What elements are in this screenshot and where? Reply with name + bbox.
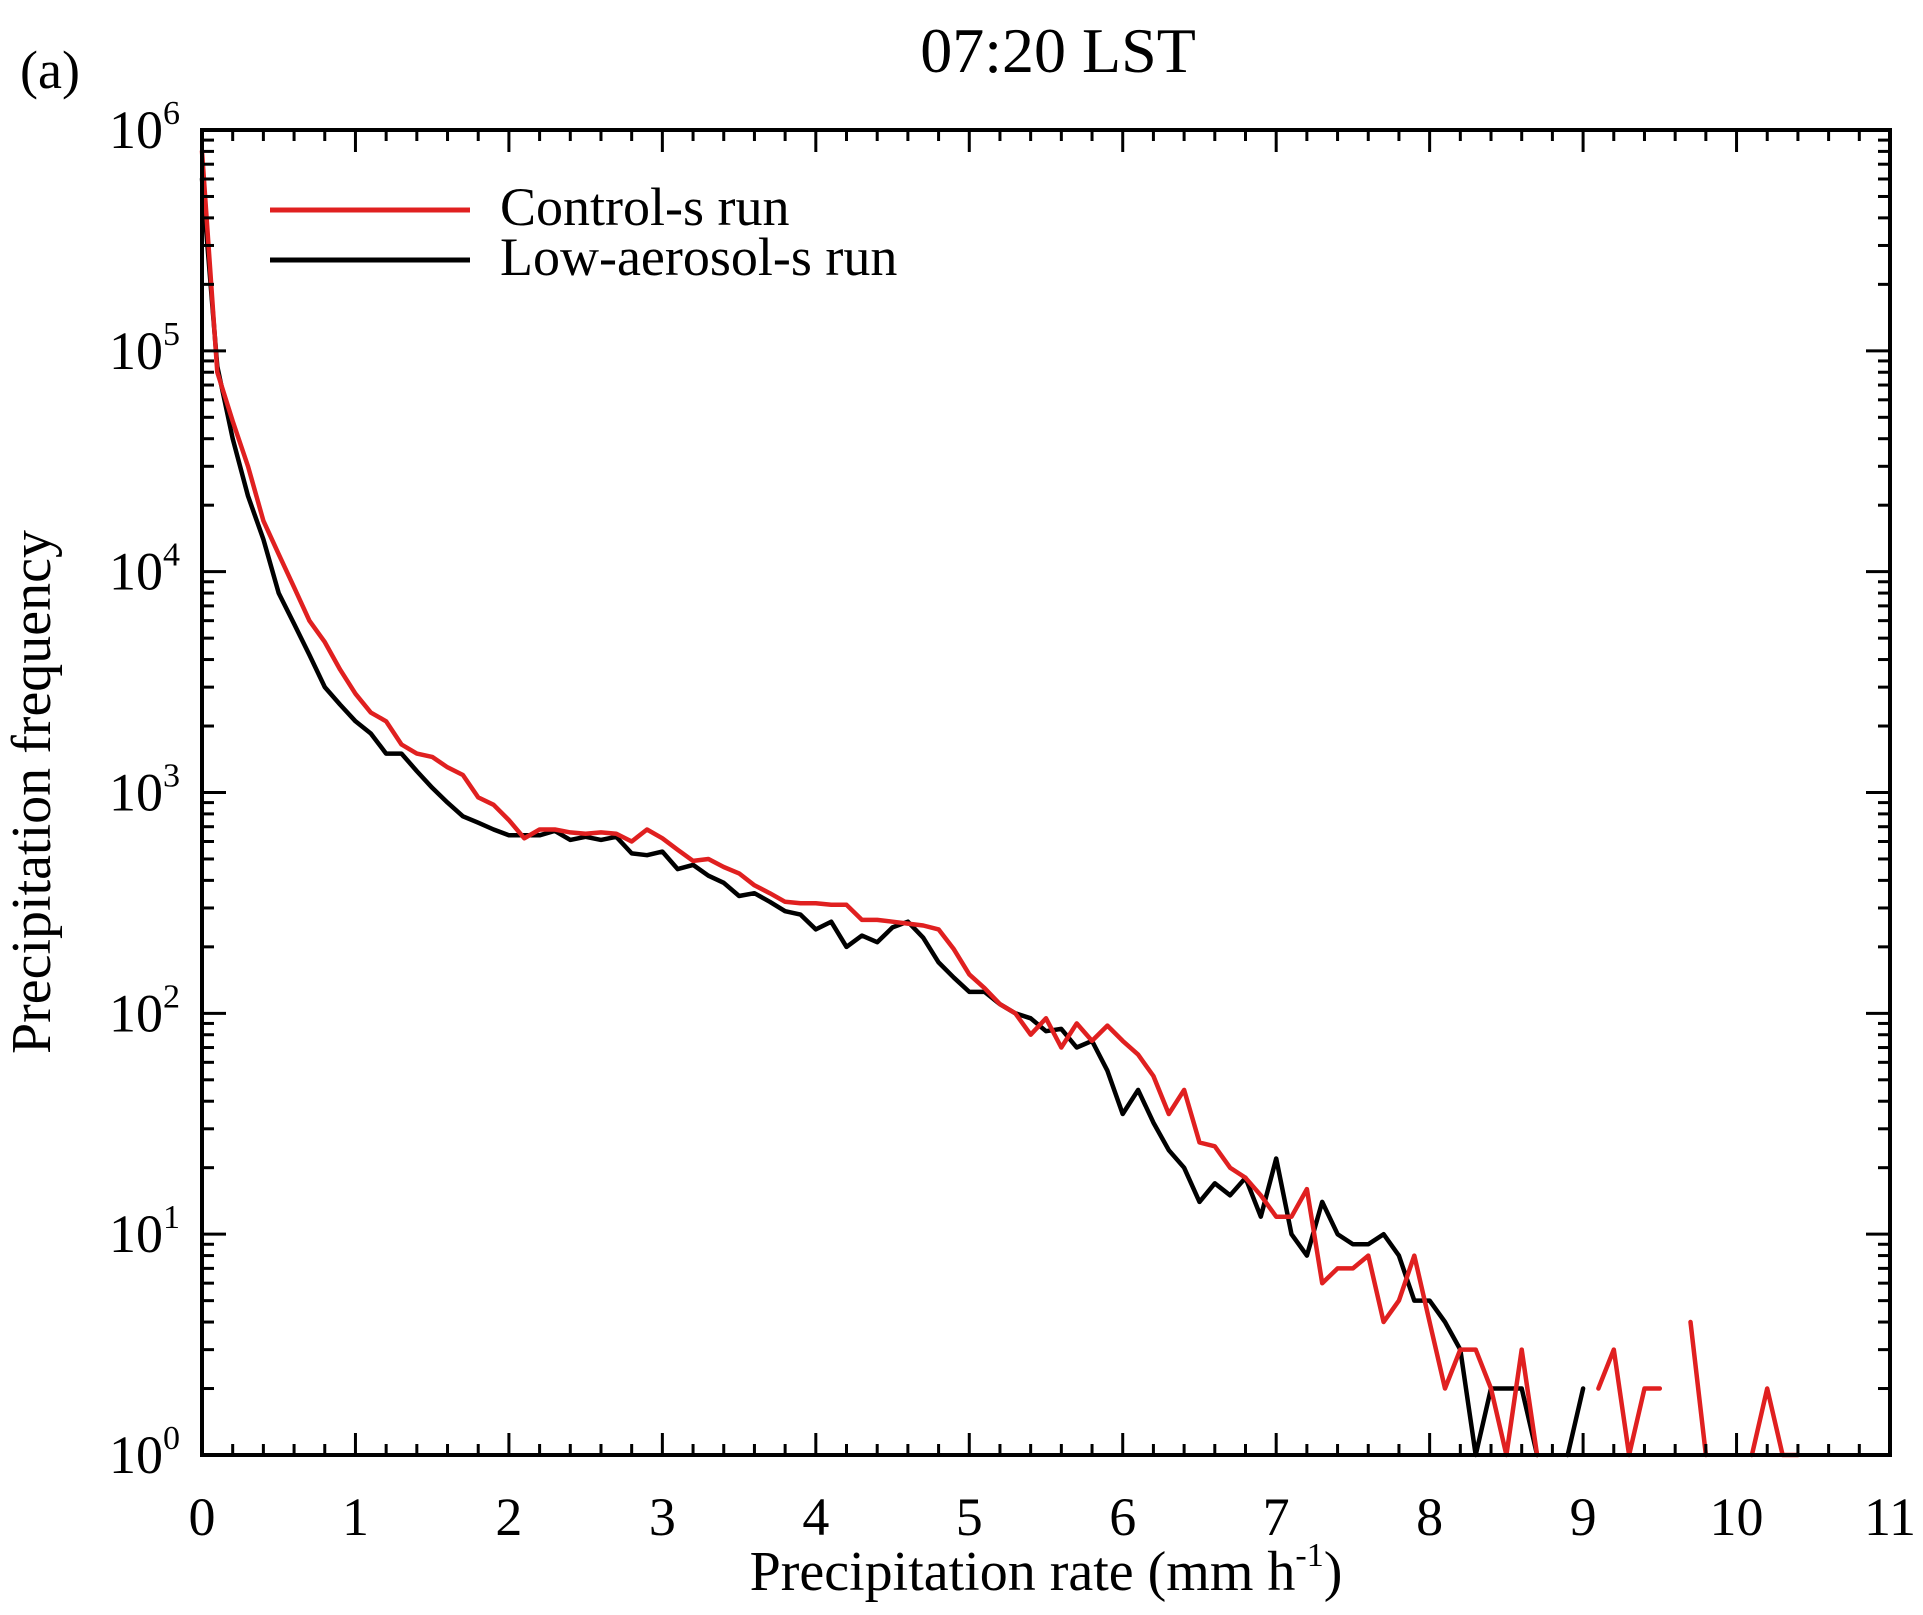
- x-tick-label: 4: [802, 1487, 829, 1547]
- panel-label: (a): [20, 40, 80, 100]
- legend-label-control: Control-s run: [500, 177, 790, 237]
- x-tick-label: 10: [1710, 1487, 1764, 1547]
- x-axis-label-tail: ): [1324, 1541, 1343, 1603]
- legend: Control-s run Low-aerosol-s run: [270, 177, 897, 287]
- x-tick-label: 7: [1263, 1487, 1290, 1547]
- x-tick-label: 9: [1570, 1487, 1597, 1547]
- y-tick-label: 106: [109, 95, 180, 160]
- x-tick-label: 5: [956, 1487, 983, 1547]
- tick-labels-layer: 0 1 2 3 4 5 6 7 8 9 10 11 100 101 102 103 104 105 106: [109, 95, 1916, 1547]
- x-axis-label-main: Precipitation rate (mm h: [750, 1541, 1296, 1603]
- y-tick-label: 103: [109, 758, 180, 823]
- y-tick-label: 105: [109, 316, 180, 381]
- y-tick-label: 104: [109, 537, 180, 602]
- ticks-layer: [200, 128, 1892, 1457]
- x-tick-label: 6: [1109, 1487, 1136, 1547]
- x-tick-label: 8: [1416, 1487, 1443, 1547]
- x-axis-label: Precipitation rate (mm h-1): [750, 1537, 1343, 1603]
- x-tick-label: 1: [342, 1487, 369, 1547]
- chart-title: 07:20 LST: [920, 15, 1196, 86]
- x-tick-label: 2: [495, 1487, 522, 1547]
- y-tick-label: 102: [109, 978, 180, 1043]
- x-tick-label: 3: [649, 1487, 676, 1547]
- y-tick-label: 101: [109, 1199, 180, 1264]
- x-axis-label-sup: -1: [1295, 1537, 1323, 1574]
- legend-label-low-aerosol: Low-aerosol-s run: [500, 227, 897, 287]
- plot-frame: [200, 128, 1892, 1457]
- x-tick-label: 0: [189, 1487, 216, 1547]
- x-tick-label: 11: [1864, 1487, 1916, 1547]
- series-layer: [202, 151, 1829, 1455]
- y-tick-label: 100: [109, 1420, 180, 1485]
- y-axis-label: Precipitation frequency: [1, 530, 63, 1054]
